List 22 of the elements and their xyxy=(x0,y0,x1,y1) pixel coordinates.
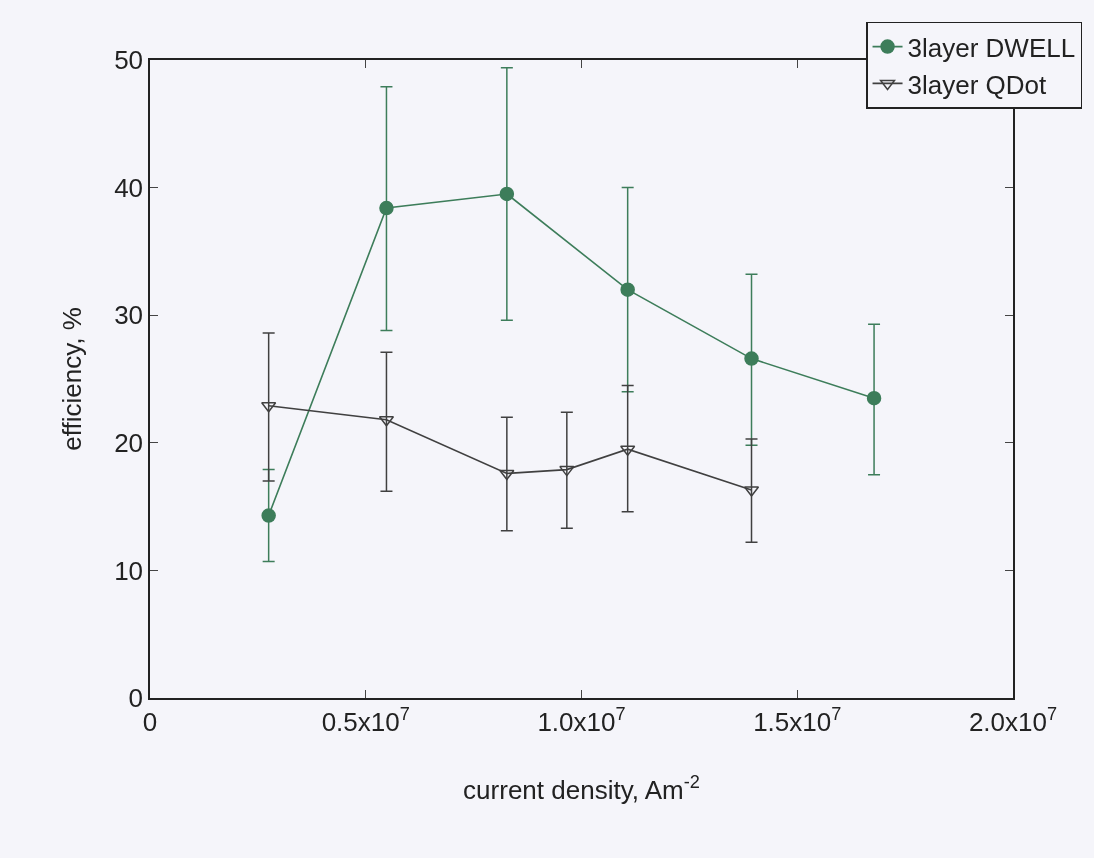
point xyxy=(620,282,635,297)
x-tick-label: 1.5x10$^{7}$ xyxy=(753,704,842,737)
y-tick-label: 10 xyxy=(114,555,144,586)
point xyxy=(559,465,575,477)
x-tick-label: 2.0x10$^{7}$ xyxy=(968,704,1058,737)
y-tick-label: 30 xyxy=(114,300,144,331)
legend-label: 3layer DWELL xyxy=(907,32,1076,63)
y-tick-label: 0 xyxy=(128,683,144,714)
y-tick-label: 20 xyxy=(114,427,144,458)
point xyxy=(499,186,515,202)
point xyxy=(499,469,515,481)
point xyxy=(379,200,394,216)
point xyxy=(261,508,276,523)
x-axis-title: current density, Am$^{-2}$ xyxy=(463,772,700,806)
point xyxy=(744,351,759,366)
point xyxy=(866,390,882,406)
y-tick-label: 50 xyxy=(114,45,144,76)
legend-label: 3layer QDot xyxy=(907,69,1048,100)
y-tick-label: 40 xyxy=(114,172,144,203)
x-tick-label: 1.0x10$^{7}$ xyxy=(537,704,626,737)
x-tick-label: 0.5x10$^{7}$ xyxy=(321,704,410,737)
y-axis-title: efficiency, % xyxy=(57,307,88,451)
